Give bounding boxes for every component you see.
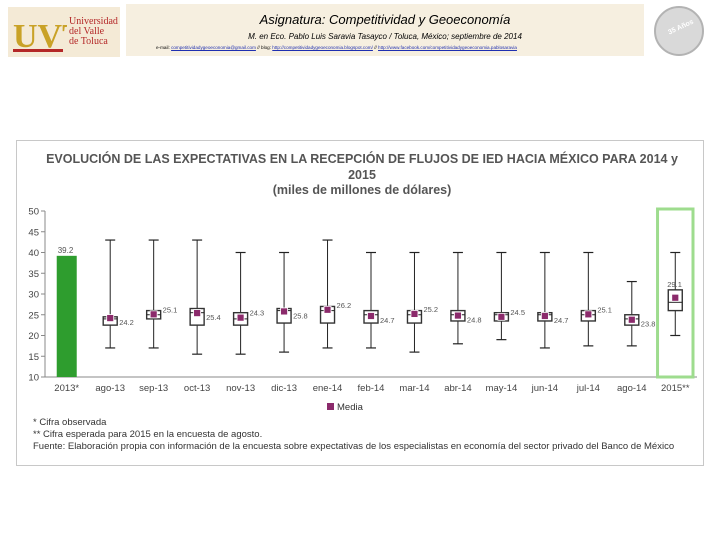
mean-marker [540, 312, 549, 320]
data-label: 29.1 [667, 280, 682, 289]
y-tick-label: 30 [28, 290, 39, 301]
data-label: 24.7 [380, 316, 395, 325]
contact-links: e-mail: competitividadygeoeconomia@gmail… [156, 45, 517, 50]
chart-plot: 10 15 20 25 30 35 40 45 50 39.2 24.2 25.1 25.4 24.3 25… [28, 207, 697, 413]
mean-marker [106, 314, 115, 322]
data-label: 24.3 [250, 309, 265, 318]
email-link[interactable]: competitividadygeoeconomia@gmail.com [171, 45, 256, 50]
chart-title: EVOLUCIÓN DE LAS EXPECTATIVAS EN LA RECE… [46, 152, 678, 182]
university-logo: UVT Universidad del Valle de Toluca [8, 7, 120, 57]
legend-label: Media [337, 402, 364, 413]
mean-marker [410, 310, 419, 318]
course-title: Asignatura: Competitividad y Geoeconomía [259, 12, 511, 27]
data-label: 25.2 [423, 305, 438, 314]
y-tick-label: 50 [28, 207, 39, 218]
mean-marker [671, 293, 680, 302]
x-tick-label: mar-14 [399, 383, 429, 394]
x-tick-label: nov-13 [226, 383, 255, 394]
legend-swatch [327, 403, 334, 410]
y-tick-label: 45 [28, 227, 39, 238]
x-tick-label: jun-14 [531, 383, 558, 394]
x-tick-label: ago-13 [95, 383, 125, 394]
course-banner: Asignatura: Competitividad y Geoeconomía… [126, 4, 644, 56]
y-tick-label: 25 [28, 310, 39, 321]
highlight-frame [656, 207, 695, 379]
logo-line-2: del Valle [69, 26, 105, 37]
separator-blog: // blog: [257, 45, 271, 50]
chart-unit-label: (miles de millones de dólares) [272, 183, 452, 197]
mean-marker [454, 311, 462, 320]
y-tick-label: 15 [28, 352, 39, 363]
data-label: 24.7 [554, 316, 569, 325]
y-tick-label: 20 [28, 331, 39, 342]
data-label: 39.2 [58, 246, 74, 255]
data-label: 24.2 [119, 318, 134, 327]
x-tick-label: 2015** [661, 383, 690, 394]
x-tick-label: oct-13 [184, 383, 210, 394]
logo-line-3: de Toluca [69, 36, 108, 47]
anniversary-badge: 35 Años [654, 6, 704, 56]
x-tick-label: 2013* [54, 383, 79, 394]
data-label: 24.5 [510, 308, 525, 317]
data-label: 24.8 [467, 316, 482, 325]
y-tick-label: 40 [28, 248, 39, 259]
mean-marker [236, 313, 245, 322]
mean-marker [497, 312, 506, 321]
note-expected: ** Cifra esperada para 2015 en la encues… [33, 429, 263, 440]
x-tick-label: dic-13 [271, 383, 297, 394]
logo-line-1: Universidad [69, 16, 118, 27]
mean-marker [280, 307, 288, 316]
note-source: Fuente: Elaboración propia con informaci… [33, 441, 675, 452]
data-label: 26.2 [337, 301, 352, 310]
data-label: 25.1 [597, 305, 612, 314]
y-tick-label: 35 [28, 269, 39, 280]
x-tick-label: jul-14 [576, 383, 600, 394]
note-observed: * Cifra observada [33, 417, 107, 428]
facebook-link[interactable]: http://www.facebook.com/competitividadyg… [378, 45, 517, 50]
separator-facebook: // [374, 45, 377, 50]
blog-link[interactable]: http://competitividadygeoeconomia.blogsp… [272, 45, 373, 50]
x-tick-label: sep-13 [139, 383, 168, 394]
mean-marker [149, 310, 158, 319]
data-label: 25.1 [163, 305, 178, 314]
mean-marker [367, 312, 375, 320]
data-label: 25.8 [293, 311, 308, 320]
badge-text: 35 Años [667, 18, 695, 37]
data-label: 25.4 [206, 313, 221, 322]
observed-bar [56, 255, 77, 377]
mean-marker [627, 315, 636, 324]
data-label: 23.8 [641, 320, 656, 329]
x-tick-label: abr-14 [444, 383, 471, 394]
x-tick-label: may-14 [486, 383, 518, 394]
chart-panel: EVOLUCIÓN DE LAS EXPECTATIVAS EN LA RECE… [16, 140, 704, 466]
x-tick-label: feb-14 [358, 383, 385, 394]
x-tick-label: ago-14 [617, 383, 647, 394]
uvt-logo-mark: UVT [11, 9, 85, 55]
mean-marker [584, 310, 593, 319]
x-tick-label: ene-14 [313, 383, 343, 394]
course-subtitle: M. en Eco. Pablo Luis Saravia Tasayco / … [248, 32, 522, 41]
mean-marker [193, 309, 202, 317]
y-tick-label: 10 [28, 373, 39, 384]
email-label: e-mail: [156, 45, 170, 50]
mean-marker [323, 305, 332, 314]
